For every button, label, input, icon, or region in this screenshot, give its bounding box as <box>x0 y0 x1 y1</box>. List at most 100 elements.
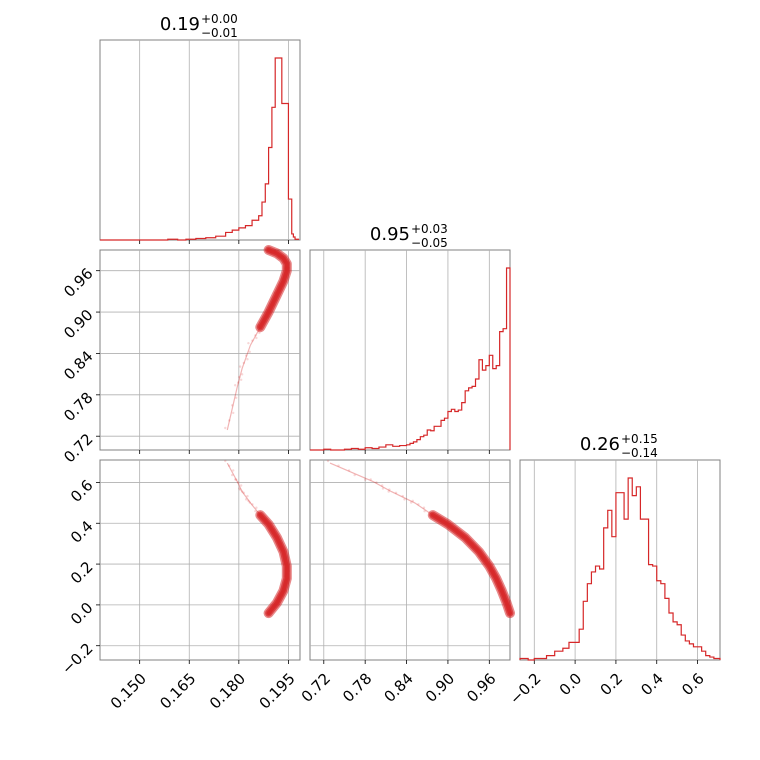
scatter-point <box>233 384 237 387</box>
x-tick-label-0-1: 0.165 <box>156 670 199 713</box>
x-tick-label-0-2: 0.180 <box>206 670 249 713</box>
scatter-point <box>231 404 234 407</box>
scatter-point <box>251 339 254 342</box>
x-tick-label-1-4: 0.96 <box>463 670 499 706</box>
scatter-point <box>224 426 227 430</box>
y-tick-label-1-4: 0.96 <box>60 265 96 301</box>
panel-frame-2-1 <box>309 459 511 661</box>
panel-frame-2-2 <box>519 459 721 661</box>
scatter-point <box>238 365 242 368</box>
scatter-point <box>240 490 244 493</box>
scatter-point <box>248 350 251 354</box>
scatter-point <box>244 354 248 357</box>
title-param-1: 0.95 <box>370 224 410 245</box>
scatter-point <box>254 334 257 337</box>
title-param-0: 0.19 <box>160 14 200 35</box>
scatter-point <box>246 358 249 361</box>
scatter-point <box>387 490 390 493</box>
scatter-point <box>236 381 240 384</box>
x-tick-label-1-3: 0.90 <box>422 670 458 706</box>
scatter-point <box>411 499 415 503</box>
scatter-point <box>255 506 258 509</box>
y-tick-label-1-1: 0.78 <box>60 389 96 425</box>
scatter-point <box>403 498 406 501</box>
y-tick-label-2-2: 0.2 <box>67 558 97 588</box>
y-tick-label-1-3: 0.90 <box>60 306 96 342</box>
contour-1-0-1 <box>256 246 291 331</box>
title-param-2-plus: +0.15 <box>621 432 658 446</box>
title-param-0-plus: +0.00 <box>201 12 238 26</box>
scatter-point <box>347 469 351 472</box>
scatter-point <box>375 481 378 484</box>
scatter-point <box>235 396 238 399</box>
x-tick-label-2-3: 0.4 <box>637 670 667 700</box>
x-tick-label-1-2: 0.84 <box>380 670 416 706</box>
scatter-point <box>381 484 384 487</box>
x-tick-label-1-0: 0.72 <box>298 670 334 706</box>
contour-1-0-2 <box>258 248 289 330</box>
scatter-point <box>246 494 249 498</box>
panel-frame-1-0 <box>99 249 301 451</box>
x-tick-label-2-1: 0.0 <box>556 670 586 700</box>
scatter-point <box>239 484 243 487</box>
x-tick-label-2-0: −0.2 <box>506 670 544 708</box>
histogram-param-1 <box>310 267 511 451</box>
scatter-point <box>337 464 340 467</box>
scatter-point <box>239 378 243 381</box>
scatter-point <box>247 341 250 345</box>
ridge-line-2-1 <box>329 462 511 614</box>
scatter-point <box>235 478 238 481</box>
x-tick-label-0-0: 0.150 <box>107 670 150 713</box>
y-tick-label-2-0: −0.2 <box>58 640 96 678</box>
x-tick-label-0-3: 0.195 <box>256 670 299 713</box>
scatter-point <box>388 488 391 491</box>
panel-frame-1-1 <box>309 249 511 451</box>
title-param-2-minus: −0.14 <box>621 446 658 460</box>
scatter-point <box>231 473 234 477</box>
scatter-point <box>232 469 235 472</box>
scatter-point <box>254 510 257 513</box>
scatter-point <box>381 487 385 490</box>
scatter-point <box>232 411 235 415</box>
y-tick-label-2-4: 0.6 <box>67 476 97 506</box>
scatter-point <box>236 481 240 484</box>
title-param-2: 0.26 <box>580 434 620 455</box>
x-tick-label-2-2: 0.2 <box>597 670 627 700</box>
scatter-point <box>228 464 231 467</box>
ridge-line-1-0 <box>226 249 288 431</box>
scatter-point <box>417 503 420 506</box>
title-param-1-plus: +0.03 <box>411 222 448 236</box>
scatter-point <box>242 361 246 365</box>
contour-2-1-2 <box>430 513 512 616</box>
y-tick-label-2-3: 0.4 <box>67 517 97 547</box>
scatter-point <box>237 487 241 490</box>
title-param-1-minus: −0.05 <box>411 236 448 250</box>
scatter-point <box>409 501 413 504</box>
histogram-param-0 <box>100 57 299 241</box>
scatter-point <box>240 373 244 376</box>
scatter-point <box>394 491 398 495</box>
x-tick-label-2-4: 0.6 <box>678 670 708 700</box>
scatter-point <box>244 498 248 501</box>
scatter-point <box>242 491 246 495</box>
scatter-point <box>423 510 426 513</box>
scatter-point <box>224 459 227 463</box>
scatter-point <box>369 478 372 481</box>
scatter-point <box>422 506 426 509</box>
y-tick-label-1-0: 0.72 <box>60 430 96 466</box>
y-tick-label-2-1: 0.0 <box>67 599 97 629</box>
x-tick-label-1-1: 0.78 <box>339 670 375 706</box>
scatter-point <box>228 419 231 422</box>
scatter-point <box>238 488 242 491</box>
scatter-point <box>251 503 254 506</box>
scatter-point <box>248 501 251 504</box>
scatter-point <box>401 494 404 498</box>
scatter-point <box>233 478 237 481</box>
scatter-point <box>237 375 241 379</box>
panel-frame-2-0 <box>99 459 301 661</box>
histogram-param-2 <box>519 477 721 661</box>
scatter-point <box>258 331 261 335</box>
scatter-point <box>364 478 367 481</box>
y-tick-label-1-2: 0.84 <box>60 347 96 383</box>
